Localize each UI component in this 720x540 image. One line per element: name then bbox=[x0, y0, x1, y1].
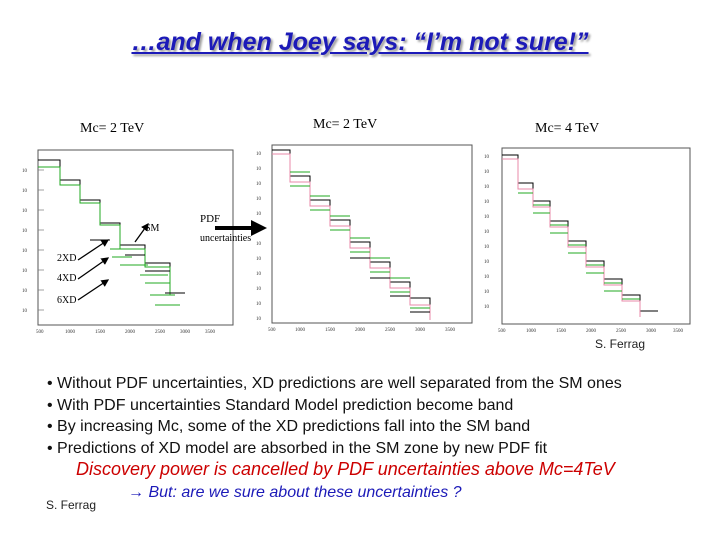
credit-top: S. Ferrag bbox=[595, 337, 646, 351]
plot-2-title: Mc= 2 TeV bbox=[313, 117, 378, 132]
svg-text:3500: 3500 bbox=[445, 328, 456, 333]
svg-text:3000: 3000 bbox=[180, 330, 191, 335]
svg-text:3500: 3500 bbox=[673, 329, 684, 334]
svg-text:1000: 1000 bbox=[65, 330, 76, 335]
svg-text:10: 10 bbox=[484, 245, 490, 250]
svg-text:2500: 2500 bbox=[616, 329, 627, 334]
svg-text:10: 10 bbox=[256, 287, 262, 292]
svg-text:10: 10 bbox=[484, 170, 490, 175]
svg-text:10: 10 bbox=[22, 229, 28, 234]
conclusion-text: Discovery power is cancelled by PDF unce… bbox=[76, 459, 615, 479]
svg-text:10: 10 bbox=[484, 275, 490, 280]
svg-text:500: 500 bbox=[498, 329, 506, 334]
svg-text:10: 10 bbox=[484, 230, 490, 235]
right-arrow-icon: → bbox=[128, 484, 144, 501]
svg-text:10: 10 bbox=[484, 290, 490, 295]
svg-text:1500: 1500 bbox=[556, 329, 567, 334]
svg-text:10: 10 bbox=[256, 242, 262, 247]
svg-text:10: 10 bbox=[22, 289, 28, 294]
svg-text:10: 10 bbox=[22, 309, 28, 314]
svg-text:10: 10 bbox=[256, 257, 262, 262]
plot-3: 10 10 10 10 10 10 10 10 10 10 10 500 1000 1500 20… bbox=[484, 147, 691, 334]
svg-text:10: 10 bbox=[256, 302, 262, 307]
question-line: → But: are we sure about these uncertain… bbox=[128, 484, 462, 502]
bullet-1: • Without PDF uncertainties, XD predicti… bbox=[47, 375, 622, 392]
pdf-label: PDF bbox=[200, 213, 221, 225]
svg-text:2500: 2500 bbox=[155, 330, 166, 335]
svg-text:3000: 3000 bbox=[646, 329, 657, 334]
svg-text:10: 10 bbox=[256, 317, 262, 322]
xd4-arrow bbox=[77, 257, 110, 280]
xd2-arrow bbox=[77, 239, 110, 261]
svg-text:2000: 2000 bbox=[586, 329, 597, 334]
credit-bottom: S. Ferrag bbox=[46, 498, 97, 512]
sm-arrow bbox=[134, 222, 149, 243]
svg-text:10: 10 bbox=[484, 155, 490, 160]
xd6-label: 6XD bbox=[57, 295, 77, 306]
svg-text:10: 10 bbox=[484, 185, 490, 190]
sm-label: SM bbox=[145, 223, 160, 234]
xd6-arrow bbox=[77, 279, 110, 301]
xd2-label: 2XD bbox=[57, 253, 77, 264]
plot-3-title: Mc= 4 TeV bbox=[535, 121, 600, 136]
svg-text:3000: 3000 bbox=[415, 328, 426, 333]
svg-text:10: 10 bbox=[484, 305, 490, 310]
svg-text:10: 10 bbox=[484, 260, 490, 265]
plot-1-title: Mc= 2 TeV bbox=[80, 121, 145, 136]
slide-title: …and when Joey says: “I’m not sure!” bbox=[131, 28, 589, 56]
svg-text:3500: 3500 bbox=[205, 330, 216, 335]
svg-text:10: 10 bbox=[22, 189, 28, 194]
question-text: But: are we sure about these uncertainti… bbox=[148, 484, 462, 501]
svg-text:10: 10 bbox=[22, 269, 28, 274]
bullet-3: • By increasing Mc, some of the XD predi… bbox=[47, 418, 531, 435]
svg-text:10: 10 bbox=[484, 200, 490, 205]
svg-text:1500: 1500 bbox=[325, 328, 336, 333]
svg-text:10: 10 bbox=[256, 167, 262, 172]
bullet-list: • Without PDF uncertainties, XD predicti… bbox=[47, 373, 622, 459]
svg-text:2500: 2500 bbox=[385, 328, 396, 333]
svg-text:2000: 2000 bbox=[355, 328, 366, 333]
svg-text:10: 10 bbox=[22, 209, 28, 214]
xd4-label: 4XD bbox=[57, 273, 77, 284]
plot-1: 10 10 10 10 10 10 10 10 500 1000 1500 2000 2500 3… bbox=[22, 149, 234, 335]
svg-text:10: 10 bbox=[256, 152, 262, 157]
svg-text:500: 500 bbox=[268, 328, 276, 333]
svg-text:10: 10 bbox=[256, 197, 262, 202]
svg-text:10: 10 bbox=[22, 169, 28, 174]
svg-text:1500: 1500 bbox=[95, 330, 106, 335]
svg-text:10: 10 bbox=[22, 249, 28, 254]
svg-text:2000: 2000 bbox=[125, 330, 136, 335]
bullet-2: • With PDF uncertainties Standard Model … bbox=[47, 396, 514, 414]
svg-text:1000: 1000 bbox=[526, 329, 537, 334]
svg-text:10: 10 bbox=[256, 272, 262, 277]
svg-text:10: 10 bbox=[256, 212, 262, 217]
bullet-4: • Predictions of XD model are absorbed i… bbox=[47, 439, 548, 457]
uncertainties-label: uncertainties bbox=[200, 233, 252, 244]
svg-text:10: 10 bbox=[484, 215, 490, 220]
svg-text:1000: 1000 bbox=[295, 328, 306, 333]
svg-text:500: 500 bbox=[36, 330, 44, 335]
svg-text:10: 10 bbox=[256, 182, 262, 187]
